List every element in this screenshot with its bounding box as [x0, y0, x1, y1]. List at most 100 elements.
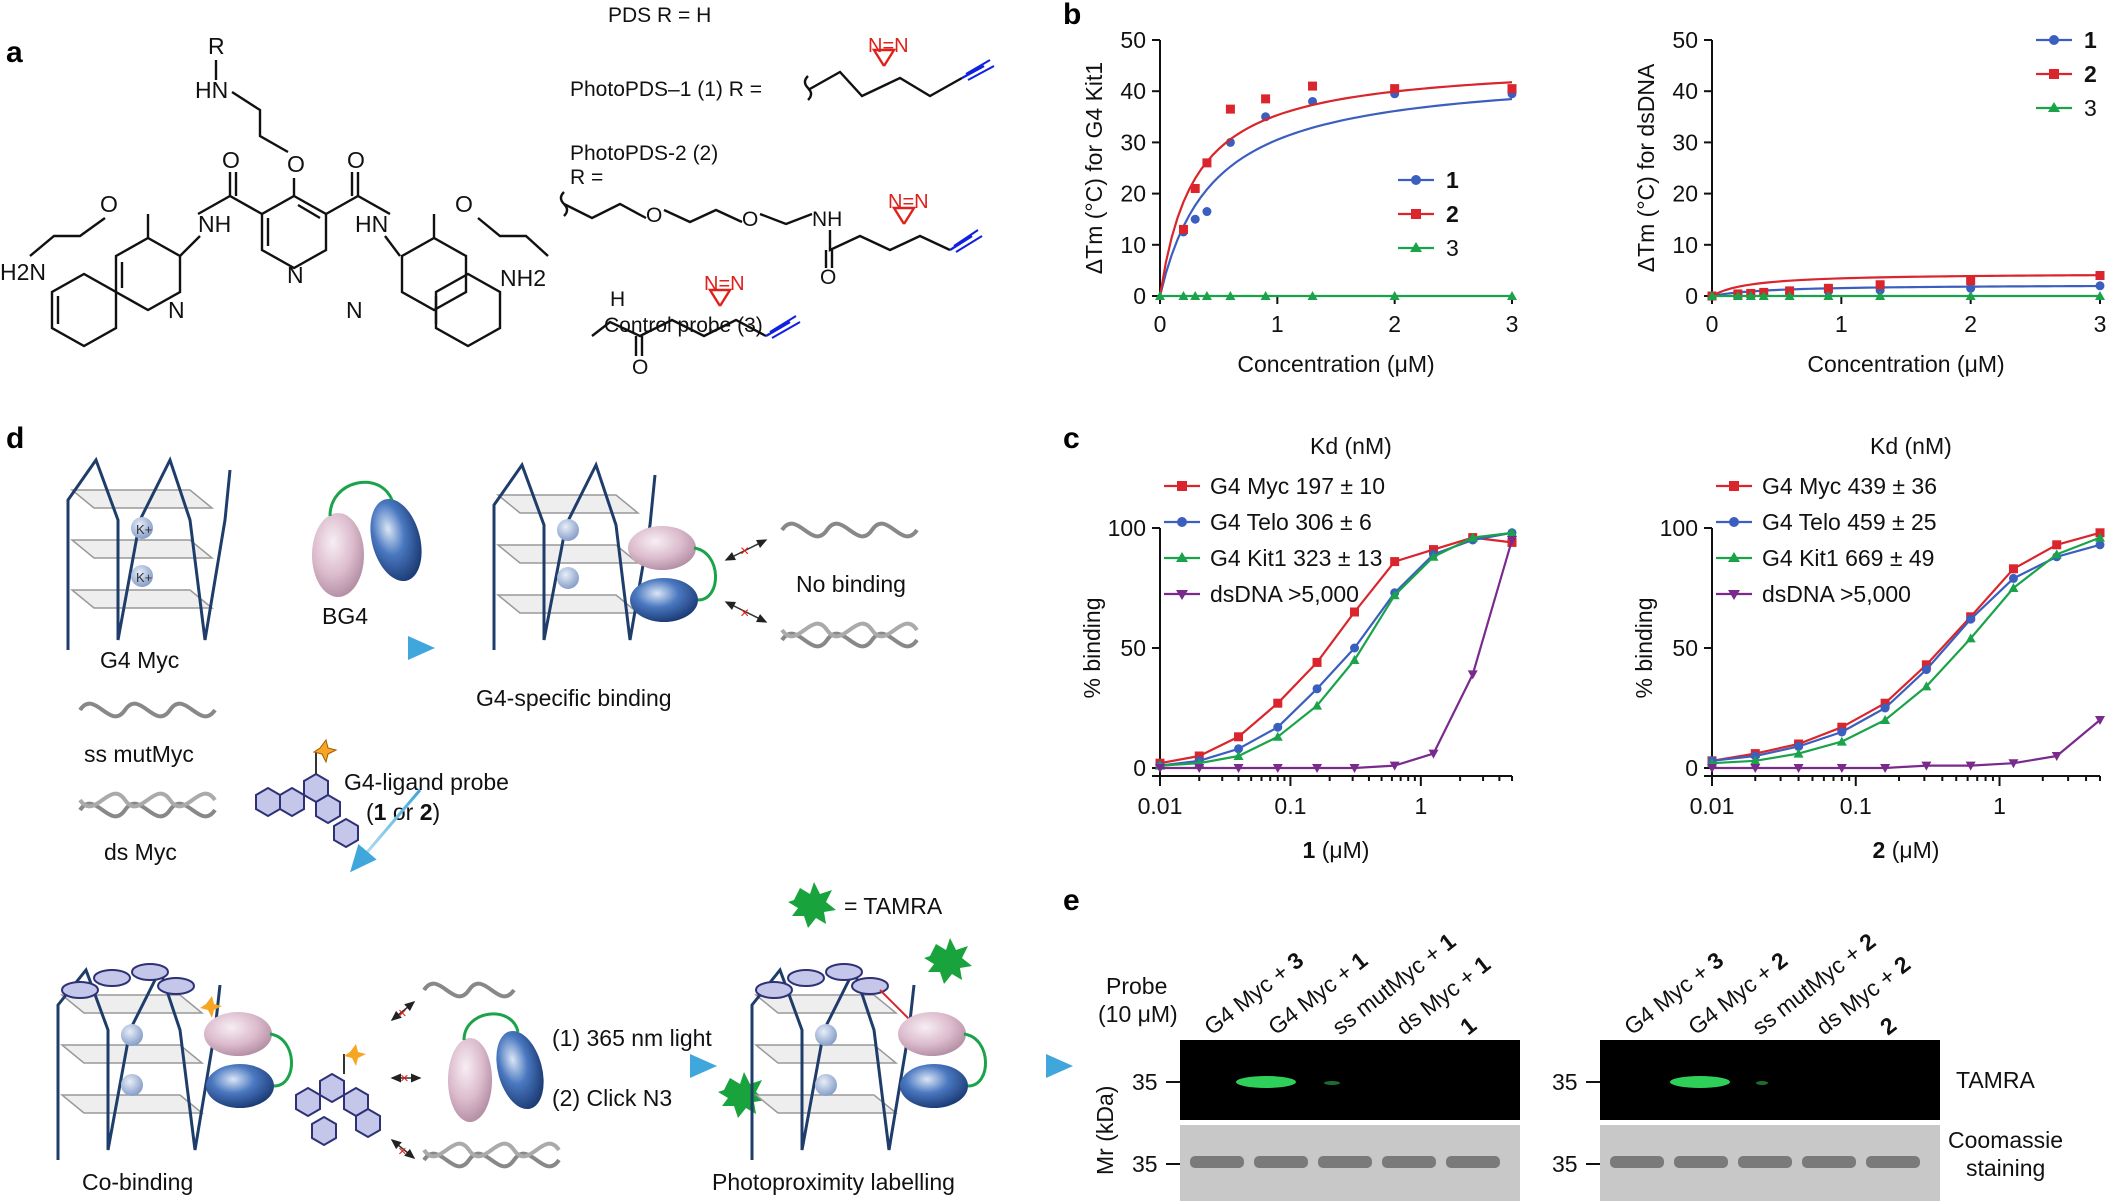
gel-probe-conc: (10 μM) [1098, 1001, 1178, 1027]
r-group-definitions: PDS R = H PhotoPDS–1 (1) R = N=N PhotoPD… [559, 4, 995, 379]
free-probe-icon [295, 1044, 381, 1147]
data-point [1201, 291, 1212, 300]
legend-label: dsDNA >5,000 [1762, 581, 1911, 607]
data-point [1507, 536, 1517, 545]
y-axis-label: % binding [1631, 597, 1657, 698]
x-tick-label: 0 [1706, 311, 1719, 337]
gel-lane-labels-right: G4 Myc + 3G4 Myc + 2ss mutMyc + 2ds Myc … [1619, 928, 1915, 1040]
data-point [1507, 84, 1517, 94]
x-tick-label: 1 [1414, 793, 1427, 819]
data-point [1390, 84, 1400, 94]
y-tick-label: 0 [1133, 755, 1146, 781]
legend-label: G4 Myc 439 ± 36 [1762, 473, 1937, 499]
g4-quadruplex-top-left: K+ K+ [66, 456, 232, 650]
data-point [1921, 660, 1931, 670]
y-tick-label: 30 [1672, 129, 1698, 155]
x-tick-label: 0 [1154, 311, 1167, 337]
co-binding-complex [56, 963, 293, 1160]
data-point [2095, 281, 2105, 291]
data-point [1836, 764, 1847, 773]
data-point [1732, 291, 1743, 300]
data-point [1750, 764, 1761, 773]
fit-curve-2 [1711, 274, 2101, 297]
data-point [1966, 283, 1976, 293]
label-cobinding: Co-binding [82, 1169, 193, 1195]
data-point [2095, 291, 2105, 300]
legend-marker [1176, 552, 1188, 562]
gel-lane-labels-left: G4 Myc + 3G4 Myc + 1ss mutMyc + 1ds Myc … [1199, 928, 1495, 1040]
label-ssmutmyc: ss mutMyc [84, 741, 194, 767]
data-point [1273, 722, 1283, 732]
legend-marker [1411, 175, 1421, 185]
data-point [2095, 716, 2105, 725]
legend-marker [1411, 209, 1421, 219]
data-point [1707, 291, 1717, 300]
data-point [1390, 557, 1400, 567]
gel-mr-label: Mr (kDa) [1092, 1086, 1118, 1175]
atom-h2n: H2N [0, 259, 46, 285]
bg4-pink-domain [312, 513, 364, 597]
x-tick-label: 0.01 [1690, 793, 1735, 819]
y-tick-label: 40 [1672, 78, 1698, 104]
chart-b-right: 0 10 20 30 40 50 0 1 2 3 Concentration (μM) ΔTm (°C… [1633, 27, 2106, 377]
data-point [1233, 764, 1244, 773]
k-ion-label-2: K+ [136, 570, 152, 585]
data-point [1966, 276, 1976, 286]
y-tick-label: 10 [1120, 232, 1146, 258]
atom-nh2: NH2 [500, 265, 546, 291]
legend-marker [1177, 517, 1187, 527]
data-point [1880, 703, 1890, 713]
data-point [2095, 532, 2105, 542]
data-point [1921, 681, 1932, 691]
data-point [1194, 764, 1205, 773]
cross-mark-4: × [400, 1070, 409, 1087]
data-point [1784, 291, 1795, 300]
y-axis-label: ΔTm (°C) for dsDNA [1633, 63, 1659, 272]
fit-curve-G4 Myc [1711, 531, 2101, 762]
data-point [1349, 655, 1360, 664]
data-point [1389, 761, 1400, 771]
data-point [1389, 291, 1400, 300]
label-dsmyc: ds Myc [104, 839, 177, 865]
data-point [1921, 761, 1932, 771]
label-tamra-def: = TAMRA [844, 893, 943, 919]
y-tick-label: 20 [1672, 181, 1698, 207]
data-point [1272, 731, 1283, 741]
fit-curve-G4 Kit1 [1711, 536, 2101, 765]
legend-marker [1176, 590, 1188, 600]
legend-label: 2 [2084, 61, 2097, 87]
legend-marker [2049, 69, 2059, 79]
g4-bound-bg4 [492, 461, 717, 650]
data-point [2051, 549, 2062, 559]
data-point [1837, 722, 1847, 732]
legend-label: 2 [1446, 201, 1459, 227]
label-step1: (1) 365 nm light [552, 1025, 712, 1051]
atom-o-left: O [100, 191, 118, 217]
fit-curve-G4 Kit1 [1159, 531, 1513, 767]
y-tick-label: 50 [1120, 27, 1146, 53]
cross-mark-5: × [398, 1143, 407, 1160]
data-point [1225, 291, 1236, 300]
x-axis-label: Concentration (μM) [1807, 351, 2004, 377]
legend-marker [1729, 517, 1739, 527]
legend-label: G4 Telo 306 ± 6 [1210, 509, 1372, 535]
x-tick-label: 3 [2094, 311, 2107, 337]
data-point [1921, 665, 1931, 675]
data-point [1190, 183, 1200, 193]
label-g4specific: G4-specific binding [476, 685, 672, 711]
x-axis-label: 2 (μM) [1873, 837, 1940, 863]
gel-probe-label: Probe [1106, 973, 1167, 999]
photopds2-o1: O [646, 204, 662, 227]
x-tick-label: 2 [1388, 311, 1401, 337]
data-point [1707, 764, 1717, 773]
pds-r-label: PDS R = H [608, 4, 711, 27]
y-tick-label: 30 [1120, 129, 1146, 155]
data-point [1965, 633, 1976, 643]
x-tick-label: 3 [1506, 311, 1519, 337]
x-axis-label: 1 (μM) [1303, 837, 1370, 863]
data-point [2095, 271, 2105, 281]
legend-marker [1728, 552, 1740, 562]
y-tick-label: 50 [1120, 635, 1146, 661]
photopds2-o2: O [742, 208, 758, 231]
y-tick-label: 100 [1108, 515, 1146, 541]
